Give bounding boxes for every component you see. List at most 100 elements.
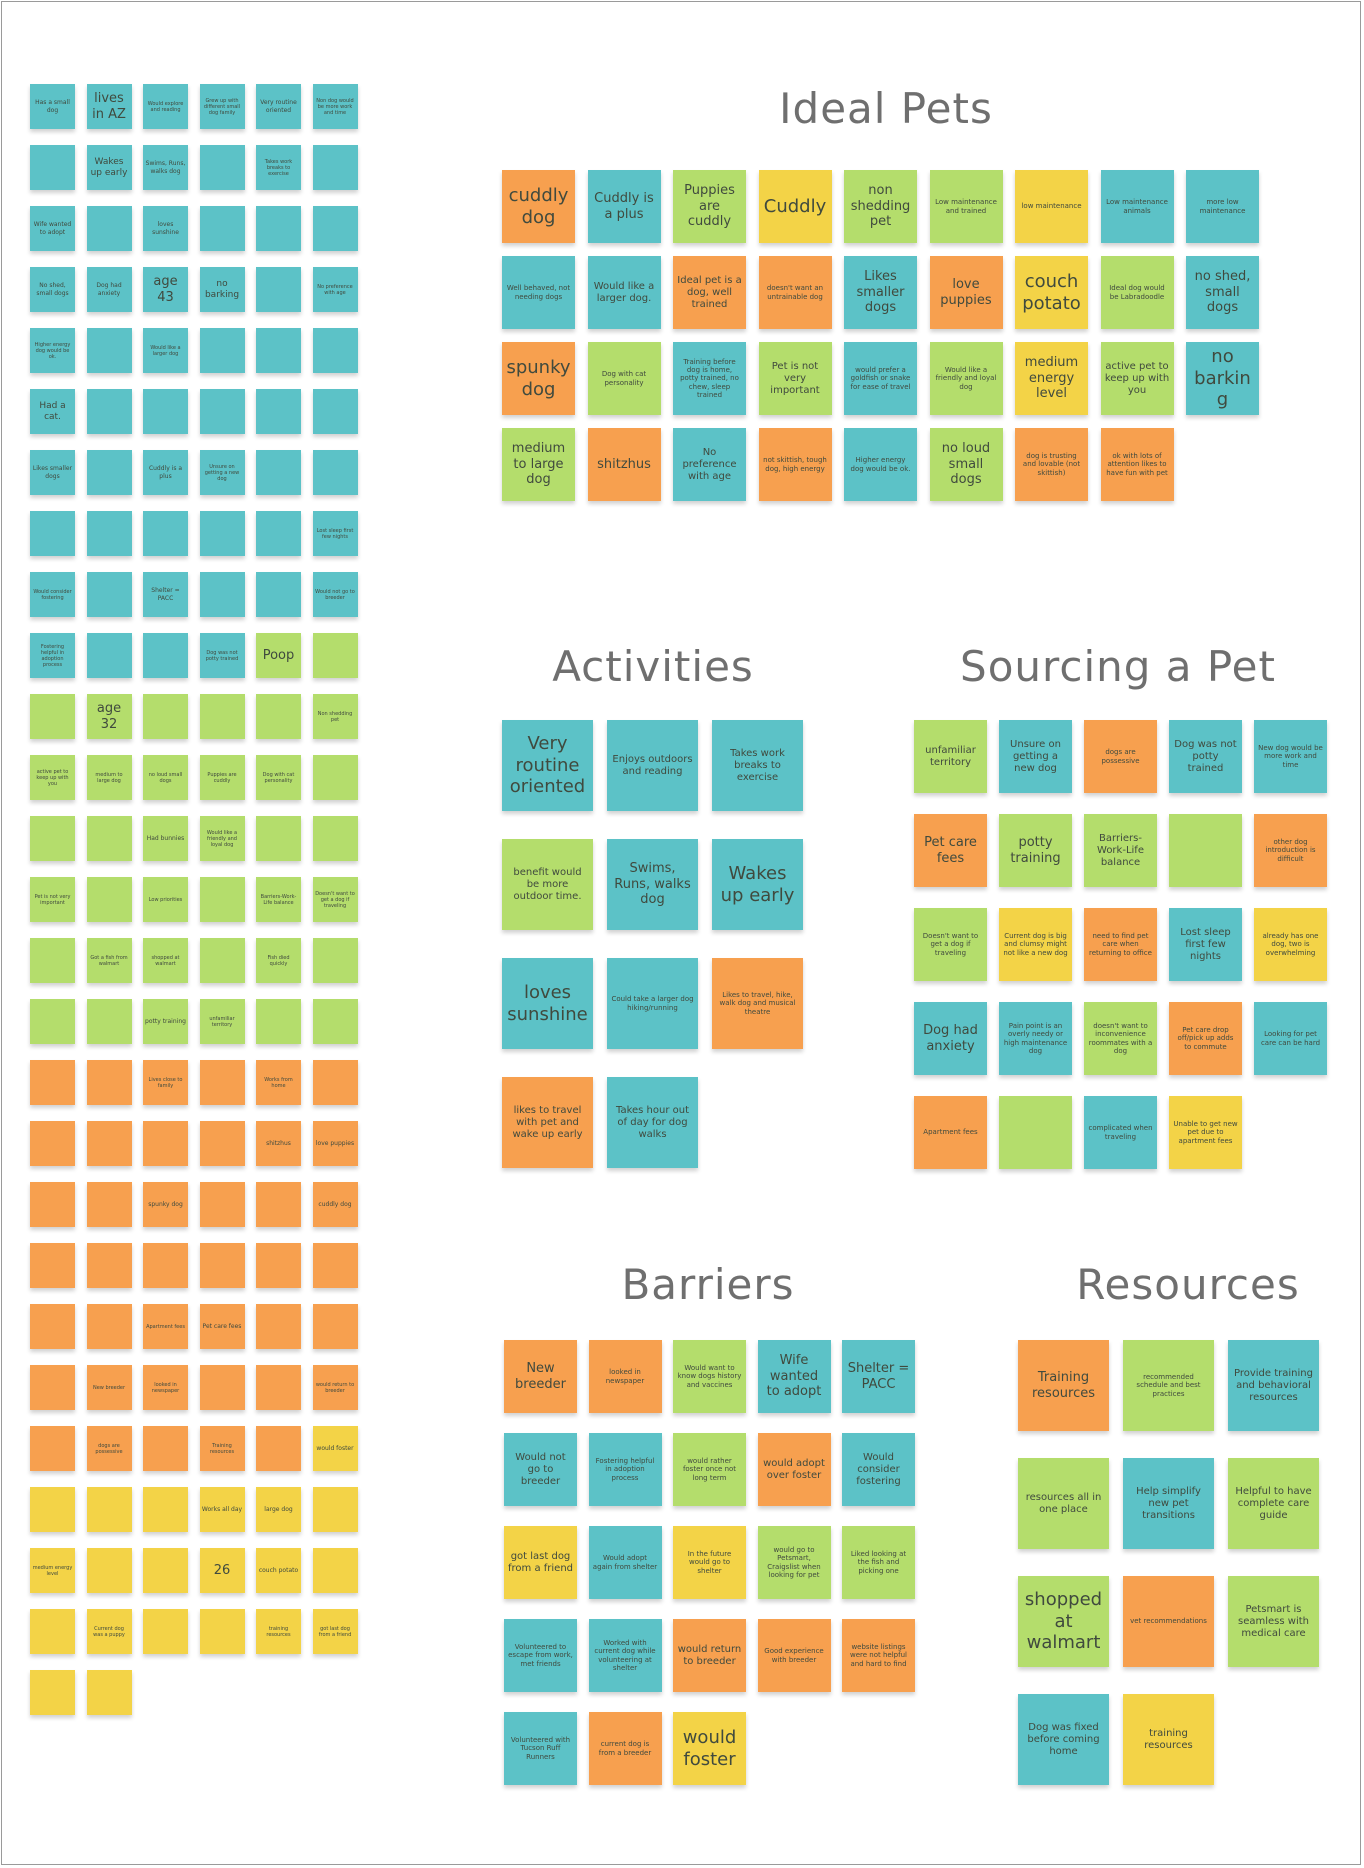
sticky-note[interactable]: Unsure on getting a new dog — [199, 450, 245, 495]
sticky-note[interactable]: Fostering helpful in adoption process — [30, 633, 75, 678]
sticky-note[interactable] — [30, 1121, 75, 1166]
sticky-note[interactable]: Would consider fostering — [842, 1433, 915, 1506]
sticky-note[interactable] — [199, 206, 245, 251]
sticky-note[interactable]: Cuddly is a plus — [143, 450, 188, 495]
sticky-note[interactable]: would prefer a goldfish or snake for eas… — [844, 342, 917, 415]
sticky-note[interactable]: low maintenance — [1015, 170, 1088, 243]
sticky-note[interactable]: Has a small dog — [30, 84, 75, 129]
sticky-note[interactable]: Dog was fixed before coming home — [1018, 1694, 1109, 1785]
sticky-note[interactable]: Lost sleep first few nights — [312, 511, 358, 556]
sticky-note[interactable]: vet recommendations — [1123, 1576, 1214, 1667]
sticky-note[interactable] — [312, 816, 358, 861]
sticky-note[interactable]: Dog was not potty trained — [199, 633, 245, 678]
sticky-note[interactable] — [312, 938, 358, 983]
sticky-note[interactable] — [312, 999, 358, 1044]
sticky-note[interactable]: Current dog was a puppy — [86, 1609, 132, 1654]
sticky-note[interactable]: training resources — [256, 1609, 301, 1654]
sticky-note[interactable]: doesn't want to inconvenience roommates … — [1084, 1002, 1157, 1075]
sticky-note[interactable]: Works from home — [256, 1060, 301, 1105]
sticky-note[interactable]: Higher energy dog would be ok. — [30, 328, 75, 373]
sticky-note[interactable]: Ideal pet is a dog, well trained — [673, 256, 746, 329]
sticky-note[interactable]: Pet is not very important — [758, 342, 832, 415]
sticky-note[interactable] — [312, 206, 358, 251]
sticky-note[interactable]: No shed, small dogs — [30, 267, 75, 312]
sticky-note[interactable]: Would want to know dogs history and vacc… — [673, 1340, 746, 1413]
sticky-note[interactable] — [256, 572, 301, 617]
sticky-note[interactable]: Fostering helpful in adoption process — [588, 1433, 662, 1506]
sticky-note[interactable]: Fish died quickly — [256, 938, 301, 983]
sticky-note[interactable]: no shed, small dogs — [1186, 256, 1259, 329]
sticky-note[interactable]: Would like a friendly and loyal dog — [929, 342, 1003, 415]
sticky-note[interactable]: Swims, Runs, walks dog — [143, 145, 188, 190]
sticky-note[interactable] — [30, 1670, 75, 1715]
sticky-note[interactable]: Wife wanted to adopt — [30, 206, 75, 251]
sticky-note[interactable]: Enjoys outdoors and reading — [607, 720, 698, 811]
sticky-note[interactable] — [30, 1365, 75, 1410]
sticky-note[interactable]: Shelter = PACC — [842, 1340, 915, 1413]
sticky-note[interactable]: Puppies are cuddly — [199, 755, 245, 800]
sticky-note[interactable]: Puppies are cuddly — [673, 170, 746, 243]
sticky-note[interactable] — [199, 511, 245, 556]
sticky-note[interactable] — [199, 1243, 245, 1288]
sticky-note[interactable]: Dog with cat personality — [587, 342, 661, 415]
sticky-note[interactable]: Good experience with breeder — [757, 1619, 831, 1692]
sticky-note[interactable]: dogs are possessive — [86, 1426, 132, 1471]
sticky-note[interactable]: already has one dog, two is overwhelming — [1254, 908, 1327, 981]
sticky-note[interactable]: Takes work breaks to exercise — [712, 720, 803, 811]
sticky-note[interactable]: Petsmart is seamless with medical care — [1228, 1576, 1319, 1667]
sticky-note[interactable]: Ideal dog would be Labradoodle — [1100, 256, 1174, 329]
sticky-note[interactable]: Pet care drop off/pick up adds to commut… — [1169, 1002, 1242, 1075]
sticky-note[interactable] — [256, 694, 301, 739]
sticky-note[interactable]: Higher energy dog would be ok. — [844, 428, 917, 501]
sticky-note[interactable] — [143, 633, 188, 678]
sticky-note[interactable] — [30, 694, 75, 739]
sticky-note[interactable]: Works all day — [199, 1487, 245, 1532]
sticky-note[interactable]: spunky dog — [502, 342, 575, 415]
sticky-note[interactable]: Unsure on getting a new dog — [999, 720, 1072, 793]
sticky-note[interactable] — [199, 145, 245, 190]
sticky-note[interactable]: New breeder — [86, 1365, 132, 1410]
sticky-note[interactable] — [256, 389, 301, 434]
sticky-note[interactable] — [86, 328, 132, 373]
sticky-note[interactable]: dog is trusting and lovable (not skittis… — [1015, 428, 1088, 501]
sticky-note[interactable]: benefit would be more outdoor time. — [502, 839, 593, 930]
sticky-note[interactable] — [199, 694, 245, 739]
sticky-note[interactable]: active pet to keep up with you — [30, 755, 75, 800]
sticky-note[interactable]: couch potato — [256, 1548, 301, 1593]
sticky-note[interactable]: Would not go to breeder — [504, 1433, 577, 1506]
sticky-note[interactable] — [256, 1426, 301, 1471]
sticky-note[interactable]: doesn't want an untrainable dog — [758, 256, 832, 329]
sticky-note[interactable]: would go to Petsmart, Craigslist when lo… — [757, 1526, 831, 1599]
sticky-note[interactable] — [199, 1609, 245, 1654]
sticky-note[interactable] — [256, 999, 301, 1044]
sticky-note[interactable] — [86, 999, 132, 1044]
sticky-note[interactable] — [312, 1548, 358, 1593]
sticky-note[interactable]: Had bunnies — [143, 816, 188, 861]
sticky-note[interactable]: looked in newspaper — [588, 1340, 662, 1413]
sticky-note[interactable] — [30, 145, 75, 190]
sticky-note[interactable]: Liked looking at the fish and picking on… — [842, 1526, 915, 1599]
sticky-note[interactable]: Very routine oriented — [256, 84, 301, 129]
sticky-note[interactable]: Low maintenance and trained — [929, 170, 1003, 243]
sticky-note[interactable] — [86, 1182, 132, 1227]
sticky-note[interactable]: Could take a larger dog hiking/running — [607, 958, 698, 1049]
sticky-note[interactable]: current dog is from a breeder — [588, 1712, 662, 1785]
sticky-note[interactable] — [86, 389, 132, 434]
sticky-note[interactable]: active pet to keep up with you — [1100, 342, 1174, 415]
sticky-note[interactable]: spunky dog — [143, 1182, 188, 1227]
sticky-note[interactable]: need to find pet care when returning to … — [1084, 908, 1157, 981]
sticky-note[interactable] — [199, 1121, 245, 1166]
sticky-note[interactable]: Would consider fostering — [30, 572, 75, 617]
sticky-note[interactable] — [86, 511, 132, 556]
sticky-note[interactable]: non shedding pet — [844, 170, 917, 243]
sticky-note[interactable] — [86, 816, 132, 861]
sticky-note[interactable]: Would like a larger dog. — [587, 256, 661, 329]
sticky-note[interactable]: likes to travel with pet and wake up ear… — [502, 1077, 593, 1168]
sticky-note[interactable] — [256, 328, 301, 373]
sticky-note[interactable]: Provide training and behavioral resource… — [1228, 1340, 1319, 1431]
sticky-note[interactable]: Doesn't want to get a dog if traveling — [312, 877, 358, 922]
sticky-note[interactable]: loves sunshine — [502, 958, 593, 1049]
sticky-note[interactable]: shopped at walmart — [143, 938, 188, 983]
sticky-note[interactable] — [143, 1609, 188, 1654]
sticky-note[interactable] — [256, 1243, 301, 1288]
